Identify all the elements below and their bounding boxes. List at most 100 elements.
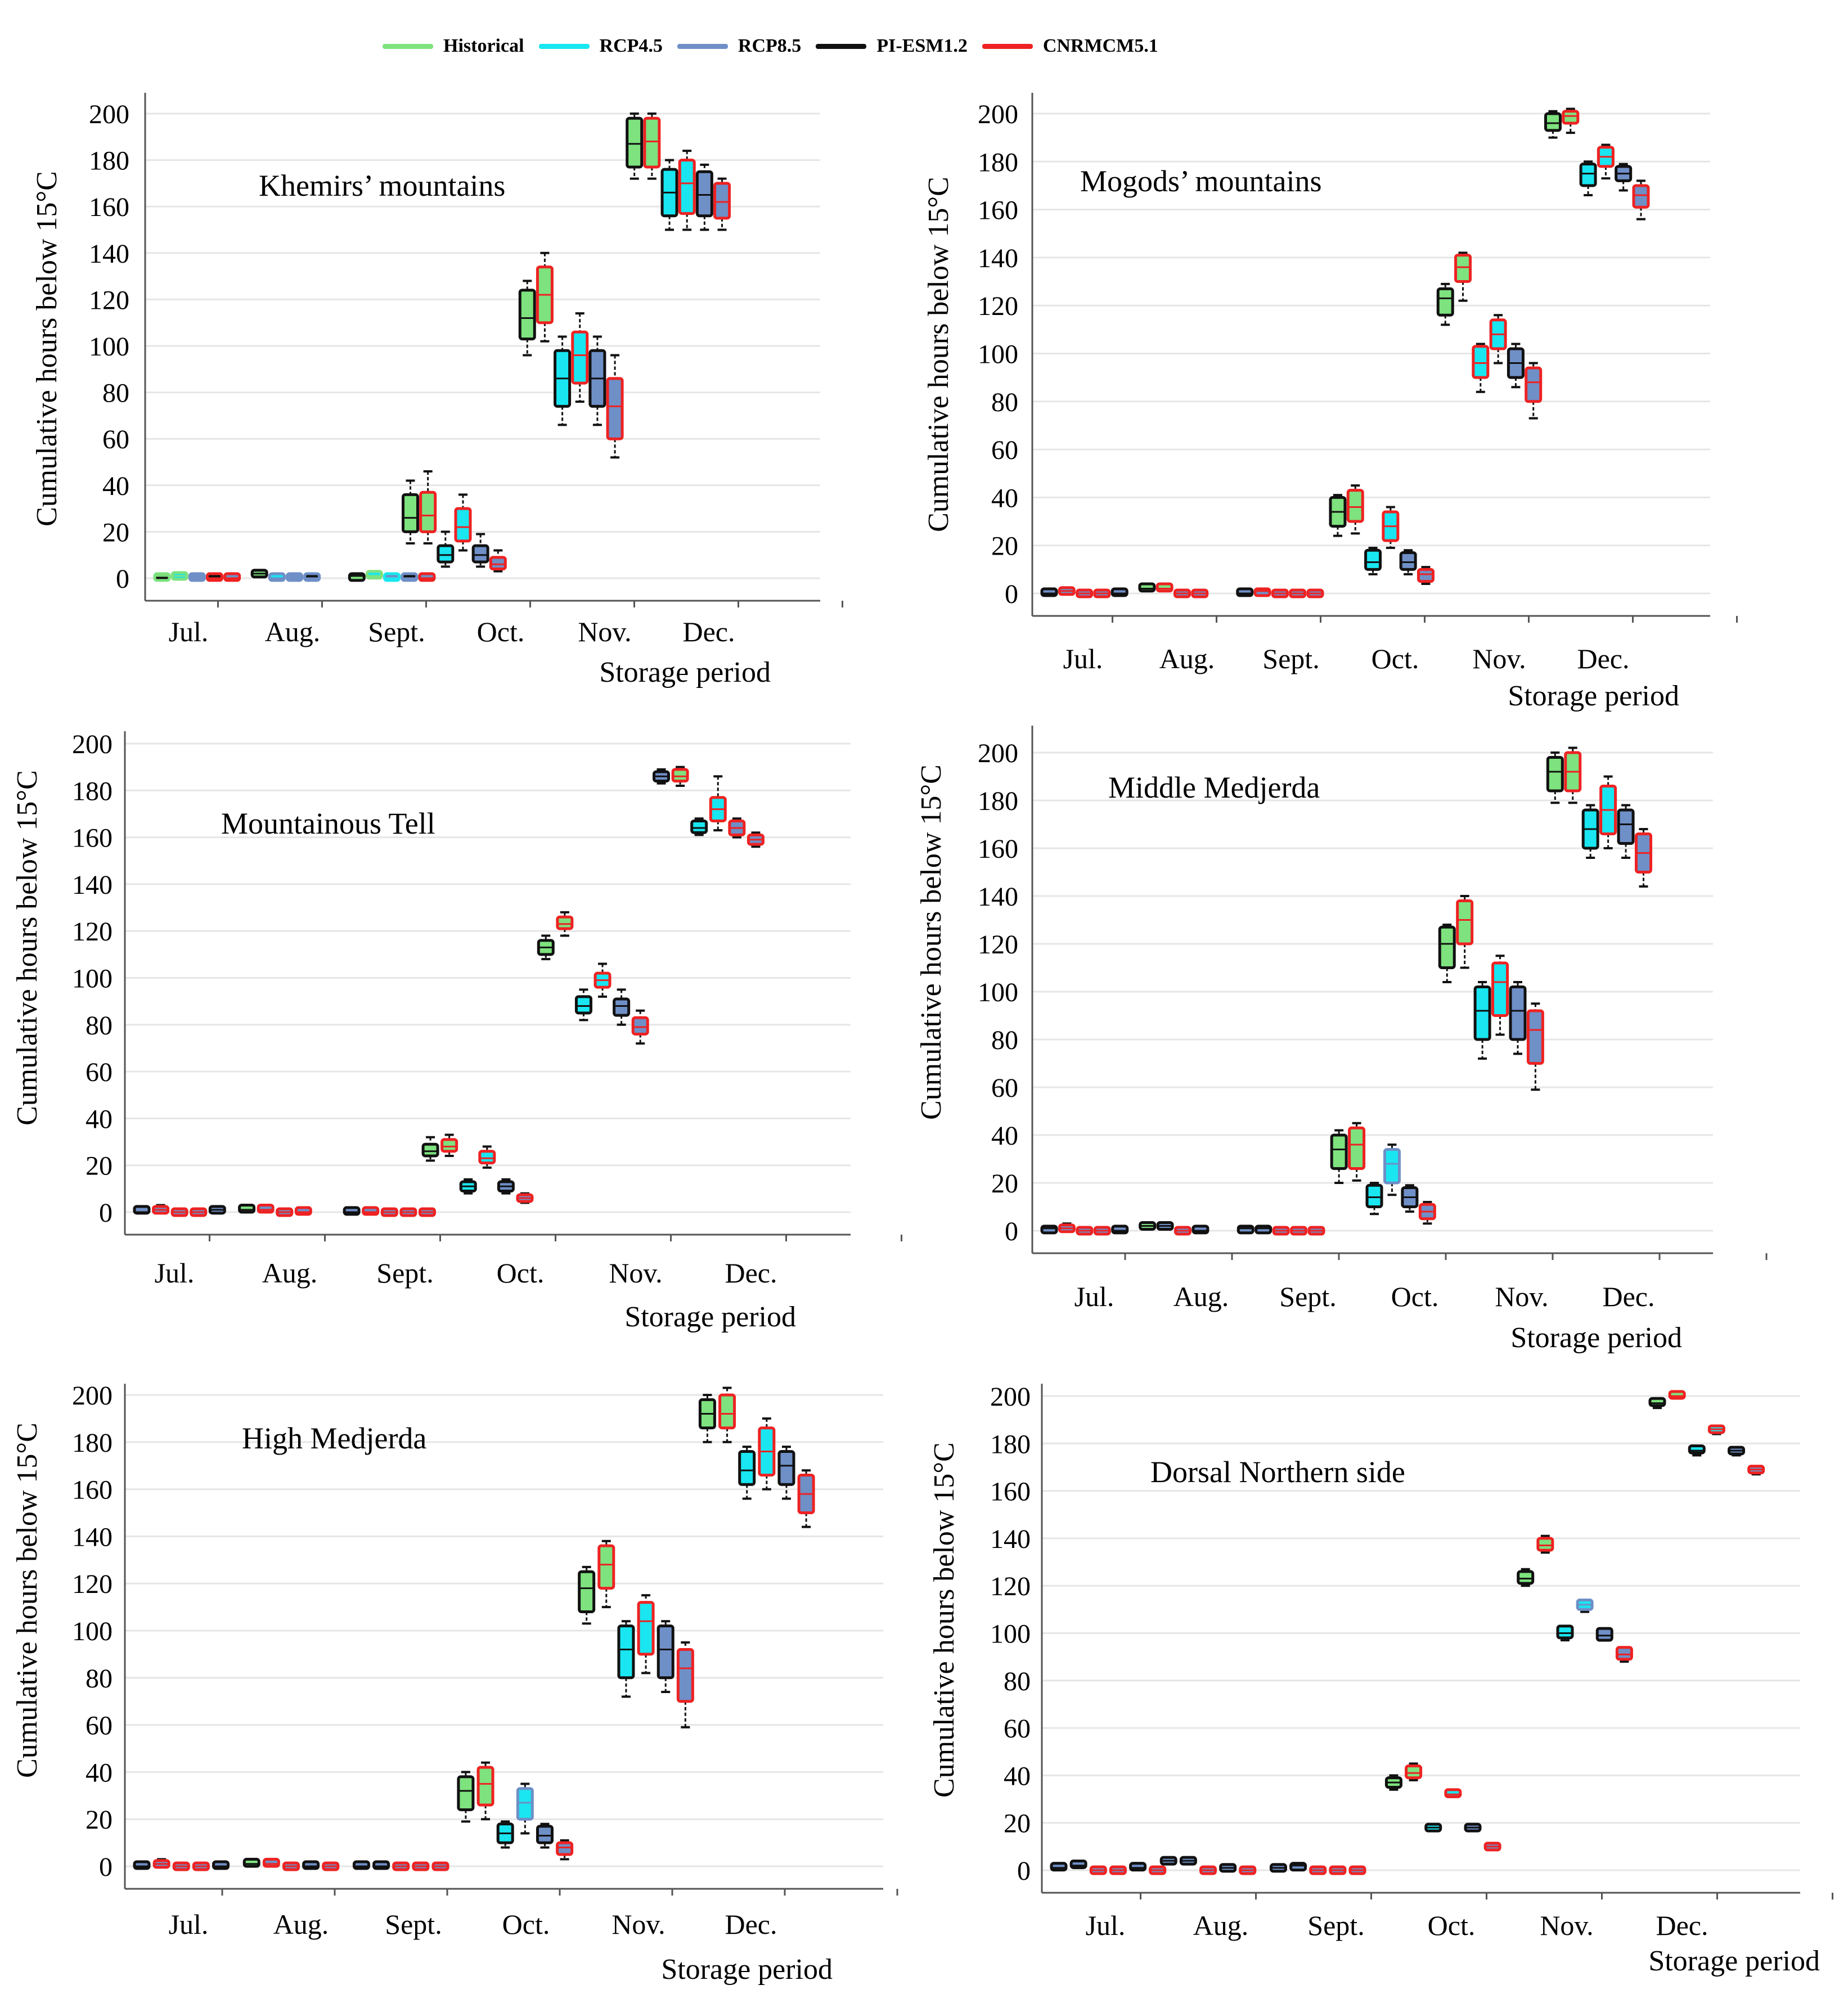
y-tick-label: 40 xyxy=(991,483,1018,513)
box-mark xyxy=(1149,1865,1167,1875)
y-tick-label: 140 xyxy=(990,1524,1031,1554)
y-tick-label: 60 xyxy=(86,1711,113,1741)
box-body xyxy=(188,572,206,582)
box-mark xyxy=(392,1861,410,1871)
box-body xyxy=(1668,1390,1686,1400)
box-body xyxy=(362,1206,380,1216)
chart-title: High Medjerda xyxy=(242,1421,426,1455)
box-mark xyxy=(1634,828,1652,888)
box-mark xyxy=(1405,1762,1423,1781)
y-tick-label: 80 xyxy=(991,1025,1018,1055)
box-mark xyxy=(1271,588,1289,598)
y-tick-label: 120 xyxy=(72,917,113,947)
box-body xyxy=(671,768,689,783)
legend-swatch xyxy=(538,43,590,49)
box-mark xyxy=(1290,1226,1308,1236)
legend: Historical RCP4.5 RCP8.5 PI-ESM1.2 CNRMC… xyxy=(383,29,1173,63)
box-mark xyxy=(1236,587,1254,597)
box-mark xyxy=(1173,588,1191,598)
y-tick-label: 100 xyxy=(978,340,1018,370)
box-mark xyxy=(637,1594,655,1675)
box-mark xyxy=(1155,582,1173,593)
box-mark xyxy=(401,479,419,545)
box-mark xyxy=(728,817,746,839)
legend-swatch xyxy=(383,43,433,49)
box-body xyxy=(574,995,592,1015)
box-mark xyxy=(578,1565,596,1625)
box-mark xyxy=(1517,1568,1535,1587)
box-body xyxy=(238,1204,256,1214)
box-mark xyxy=(1418,1201,1436,1225)
box-mark xyxy=(1615,1646,1633,1663)
box-body xyxy=(1050,1862,1068,1872)
box-body xyxy=(401,493,419,533)
box-mark xyxy=(372,1860,390,1870)
box-mark xyxy=(1617,804,1635,859)
box-mark xyxy=(476,1761,494,1821)
box-mark xyxy=(1668,1390,1686,1400)
box-mark xyxy=(1536,1534,1554,1554)
x-month-label: Nov. xyxy=(611,1909,665,1940)
legend-swatch xyxy=(677,43,728,49)
box-body xyxy=(302,1860,320,1870)
box-mark xyxy=(170,571,188,581)
box-mark xyxy=(1562,107,1580,134)
legend-label: Historical xyxy=(443,35,524,56)
box-body xyxy=(242,1857,260,1868)
box-body xyxy=(489,556,507,570)
box-mark xyxy=(262,1857,280,1868)
x-month-label: Aug. xyxy=(262,1257,318,1289)
box-mark xyxy=(152,1858,170,1869)
box-body xyxy=(1517,1570,1535,1585)
box-body xyxy=(419,490,437,533)
box-mark xyxy=(190,1207,208,1217)
chart-title: Dorsal Northern side xyxy=(1150,1455,1405,1489)
box-mark xyxy=(1525,362,1543,420)
box-mark xyxy=(571,312,589,403)
box-mark xyxy=(713,177,731,231)
box-mark xyxy=(322,1861,340,1871)
box-mark xyxy=(257,1204,275,1214)
box-mark xyxy=(412,1861,430,1871)
y-tick-label: 160 xyxy=(978,196,1018,226)
box-mark xyxy=(365,570,383,580)
x-month-label: Dec. xyxy=(725,1257,777,1289)
y-tick-label: 140 xyxy=(978,244,1018,273)
box-body xyxy=(1688,1444,1706,1455)
x-month-label: Jul. xyxy=(169,1909,209,1940)
y-tick-label: 200 xyxy=(89,100,129,129)
legend-label: PI-ESM1.2 xyxy=(876,35,968,56)
box-mark xyxy=(1491,955,1509,1036)
box-mark xyxy=(419,470,437,545)
y-tick-label: 40 xyxy=(86,1758,113,1788)
box-body xyxy=(343,1206,361,1216)
box-mark xyxy=(1076,1226,1094,1236)
box-body xyxy=(695,170,713,218)
box-mark xyxy=(133,1860,151,1870)
y-tick-label: 140 xyxy=(978,882,1018,912)
box-mark xyxy=(1632,179,1650,220)
box-mark xyxy=(152,1204,170,1215)
box-mark xyxy=(1526,1002,1544,1091)
box-mark xyxy=(1556,1624,1574,1642)
y-tick-label: 20 xyxy=(102,517,129,547)
box-mark xyxy=(1648,1397,1666,1410)
x-month-label: Jul. xyxy=(155,1257,195,1289)
x-month-label: Aug. xyxy=(1193,1910,1249,1941)
box-mark xyxy=(1269,1863,1287,1873)
box-body xyxy=(1255,1225,1273,1235)
box-body xyxy=(631,1016,649,1036)
box-mark xyxy=(1191,588,1209,598)
y-tick-label: 120 xyxy=(89,285,129,315)
box-body xyxy=(613,997,631,1017)
box-body xyxy=(1536,1537,1554,1552)
box-mark xyxy=(695,163,713,231)
y-tick-label: 160 xyxy=(72,823,113,853)
box-body xyxy=(348,572,366,582)
x-month-label: Jul. xyxy=(1086,1910,1126,1941)
box-body xyxy=(372,1860,390,1870)
box-mark xyxy=(556,1839,574,1861)
box-mark xyxy=(1438,924,1456,983)
box-body xyxy=(294,1206,312,1216)
box-mark xyxy=(777,1446,795,1500)
